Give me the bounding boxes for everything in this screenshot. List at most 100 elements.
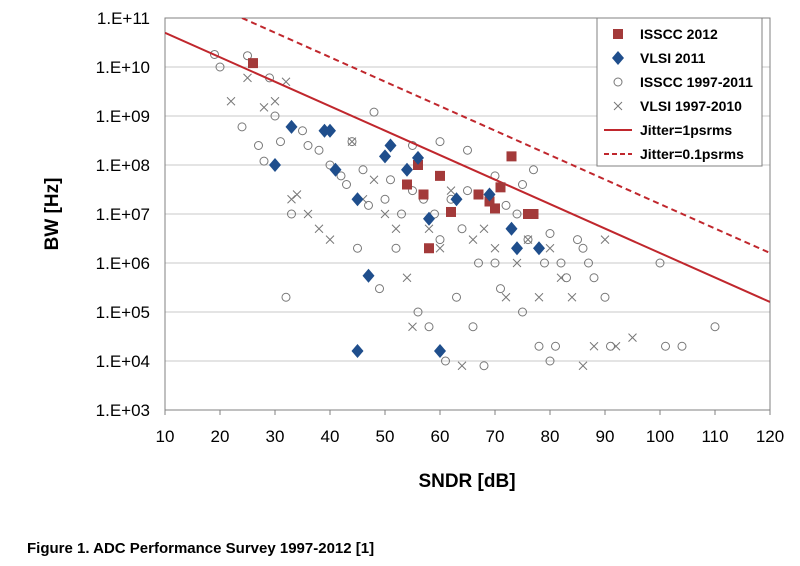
data-point	[281, 292, 291, 302]
x-tick-label: 10	[156, 427, 175, 446]
data-point	[412, 150, 424, 165]
data-point	[474, 258, 483, 268]
data-point	[342, 179, 351, 189]
figure-caption: Figure 1. ADC Performance Survey 1997-20…	[27, 540, 375, 557]
data-point	[578, 361, 588, 371]
data-point	[243, 73, 252, 83]
chart: 1.E+03 1.E+04 1.E+05 1.E+06 1.E+07 1.E+08 1.E+…	[42, 9, 784, 492]
data-point	[611, 341, 621, 351]
x-tick-label: 120	[756, 427, 784, 446]
data-point	[483, 187, 496, 202]
data-point	[523, 209, 533, 219]
data-point	[518, 179, 527, 189]
y-tick-label: 1.E+06	[96, 254, 150, 273]
x-tick-label: 40	[321, 427, 340, 446]
plot-area-frame	[164, 17, 771, 411]
legend-label: VLSI 1997-2010	[640, 98, 742, 114]
data-point	[578, 243, 588, 253]
data-point	[545, 356, 555, 366]
data-point	[434, 343, 446, 358]
data-point	[270, 96, 280, 106]
data-series	[165, 18, 770, 371]
data-point	[408, 322, 417, 332]
y-tick-label: 1.E+07	[96, 205, 150, 224]
data-point	[325, 235, 335, 244]
data-point	[606, 341, 615, 351]
data-point	[505, 221, 518, 236]
legend-swatch	[612, 51, 624, 65]
data-point	[435, 137, 445, 147]
data-point	[347, 137, 357, 147]
legend-item: Jitter=1psrms	[604, 122, 732, 138]
data-point	[292, 190, 302, 199]
data-point	[375, 284, 384, 294]
data-point	[226, 96, 236, 106]
legend-item: VLSI 2011	[612, 50, 706, 66]
x-tick-label: 20	[211, 427, 230, 446]
data-point	[551, 341, 560, 351]
data-point	[490, 243, 500, 253]
data-point	[237, 122, 247, 132]
data-point	[446, 206, 456, 217]
data-point	[567, 292, 577, 302]
data-point	[254, 141, 263, 151]
data-point	[512, 258, 522, 268]
series-1	[269, 119, 545, 358]
data-point	[710, 322, 720, 332]
data-point	[533, 241, 545, 256]
data-point	[446, 186, 456, 195]
y-tick-label: 1.E+03	[96, 401, 150, 420]
data-point	[369, 175, 379, 185]
data-point	[435, 235, 445, 245]
data-point	[384, 138, 397, 153]
data-point	[362, 268, 375, 283]
data-point	[380, 209, 390, 219]
data-point	[210, 49, 219, 59]
data-point	[243, 51, 252, 61]
data-point	[600, 235, 610, 244]
x-tick-label: 60	[431, 427, 450, 446]
series-0	[248, 58, 539, 254]
legend-label: Jitter=1psrms	[640, 122, 732, 138]
data-point	[573, 235, 582, 245]
data-point	[463, 145, 472, 155]
data-point	[556, 258, 566, 268]
data-point	[424, 243, 434, 254]
data-point	[545, 243, 555, 253]
data-point	[600, 292, 610, 302]
x-tick-label: 110	[701, 427, 728, 446]
data-point	[215, 62, 225, 72]
data-point	[269, 158, 281, 172]
data-point	[285, 119, 298, 134]
data-point	[562, 273, 571, 283]
data-point	[468, 322, 478, 332]
data-point	[314, 224, 324, 234]
data-point	[628, 333, 637, 342]
data-point	[270, 111, 280, 121]
data-point	[501, 200, 511, 210]
data-point	[479, 361, 489, 371]
data-point	[287, 209, 296, 219]
data-point	[364, 200, 373, 210]
data-point	[386, 175, 395, 185]
data-point	[347, 137, 357, 146]
data-point	[490, 203, 500, 214]
data-point	[540, 258, 549, 268]
data-point	[413, 307, 423, 317]
data-point	[523, 235, 533, 244]
series-4	[165, 31, 770, 303]
y-axis-ticks: 1.E+03 1.E+04 1.E+05 1.E+06 1.E+07 1.E+08 1.E+…	[96, 9, 150, 420]
x-tick-label: 80	[541, 427, 560, 446]
data-point	[351, 192, 364, 207]
y-tick-label: 1.E+04	[96, 352, 150, 371]
data-point	[457, 361, 467, 371]
data-point	[495, 182, 506, 193]
data-point	[677, 341, 687, 351]
data-point	[408, 186, 417, 196]
data-point	[556, 273, 566, 283]
data-point	[655, 258, 665, 268]
x-tick-label: 70	[486, 427, 505, 446]
data-point	[336, 171, 346, 181]
data-point	[402, 273, 412, 283]
data-point	[424, 224, 434, 234]
